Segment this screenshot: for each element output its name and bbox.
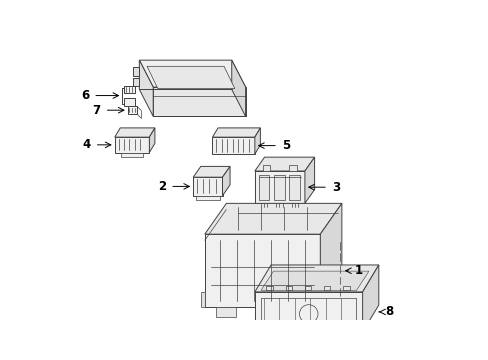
Polygon shape: [123, 86, 135, 93]
Polygon shape: [133, 67, 139, 76]
Text: 6: 6: [81, 89, 89, 102]
Polygon shape: [139, 60, 245, 87]
Polygon shape: [115, 137, 149, 153]
Polygon shape: [289, 165, 297, 171]
Polygon shape: [195, 195, 220, 199]
Polygon shape: [261, 271, 368, 291]
Polygon shape: [212, 128, 260, 137]
Polygon shape: [262, 165, 270, 171]
Polygon shape: [254, 171, 305, 203]
Polygon shape: [193, 166, 229, 177]
Polygon shape: [305, 286, 310, 291]
Polygon shape: [305, 157, 314, 203]
Polygon shape: [139, 60, 153, 116]
Text: 2: 2: [158, 180, 166, 193]
Polygon shape: [147, 66, 234, 89]
Polygon shape: [266, 286, 272, 291]
Polygon shape: [123, 98, 135, 105]
Polygon shape: [201, 292, 204, 307]
Polygon shape: [149, 128, 155, 153]
Polygon shape: [343, 286, 349, 291]
Polygon shape: [222, 166, 229, 195]
Polygon shape: [324, 286, 329, 291]
Polygon shape: [127, 106, 137, 114]
Polygon shape: [362, 265, 378, 332]
Polygon shape: [258, 175, 269, 199]
Polygon shape: [274, 175, 285, 199]
Polygon shape: [254, 128, 260, 154]
Text: 4: 4: [82, 138, 91, 151]
Polygon shape: [254, 157, 314, 171]
Polygon shape: [193, 177, 222, 195]
Polygon shape: [204, 203, 341, 234]
Polygon shape: [254, 292, 362, 332]
Text: 5: 5: [281, 139, 289, 152]
Polygon shape: [289, 175, 300, 199]
Polygon shape: [204, 234, 320, 307]
Text: 3: 3: [331, 181, 339, 194]
Polygon shape: [133, 78, 139, 86]
Polygon shape: [115, 128, 155, 137]
Polygon shape: [254, 265, 378, 292]
Polygon shape: [320, 203, 341, 307]
Polygon shape: [231, 60, 245, 116]
Text: 7: 7: [93, 104, 101, 117]
Polygon shape: [216, 307, 235, 316]
Polygon shape: [285, 286, 291, 291]
Polygon shape: [212, 137, 254, 154]
Polygon shape: [153, 87, 245, 116]
Text: 8: 8: [385, 305, 393, 319]
Polygon shape: [121, 153, 143, 157]
Text: 1: 1: [354, 264, 362, 277]
